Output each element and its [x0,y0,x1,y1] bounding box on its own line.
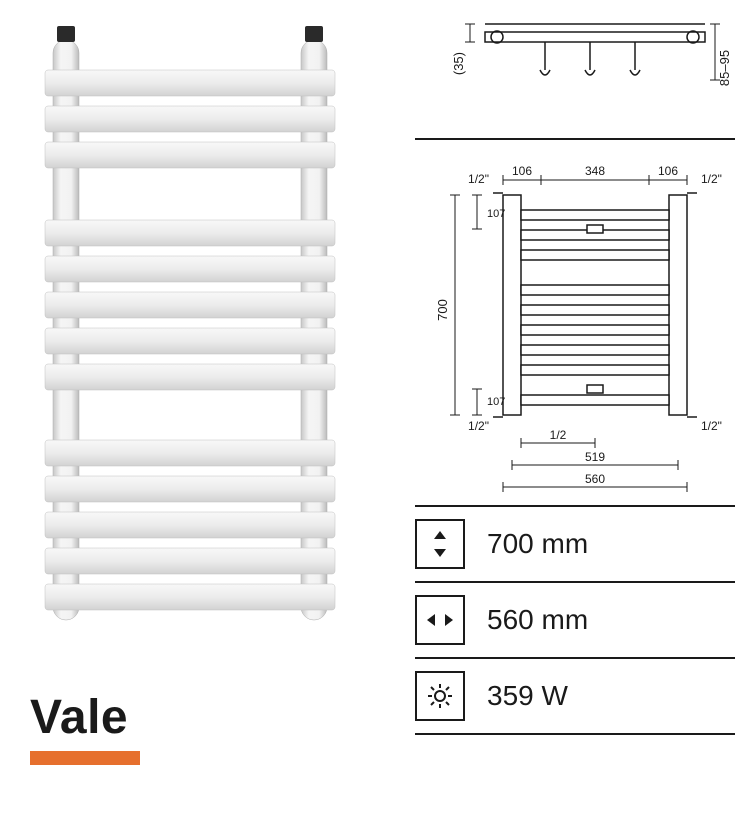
spec-power-row: 359 W [415,657,735,735]
top-seg-right: 106 [658,164,678,178]
top-inlet-left: 1/2" [468,172,489,186]
height-dim: 700 [435,299,450,321]
front-view-drawing: 1/2" 106 348 106 1/2" 700 107 [415,155,735,505]
product-name-block: Vale [30,690,400,765]
bot-inlet-right: 1/2" [701,419,722,433]
divider [415,138,735,140]
side-view-drawing: (35) 85–95 [415,10,735,130]
width-icon [415,595,465,645]
offset-top: 107 [487,208,505,220]
spec-width-value: 560 mm [487,604,588,636]
spec-power-value: 359 W [487,680,568,712]
product-3d-view [35,20,345,640]
bot-half: 1/2 [550,428,567,442]
right-column: (35) 85–95 [400,10,735,816]
left-column: Vale [20,10,400,816]
depth-label: (35) [451,52,466,75]
spec-height-value: 700 mm [487,528,588,560]
top-inlet-right: 1/2" [701,172,722,186]
outer-width: 560 [585,472,605,486]
accent-underline [30,751,140,765]
spec-width-row: 560 mm [415,581,735,657]
power-icon [415,671,465,721]
inner-width: 519 [585,450,605,464]
bot-inlet-left: 1/2" [468,419,489,433]
spec-height-row: 700 mm [415,505,735,581]
top-seg-left: 106 [512,164,532,178]
product-name: Vale [30,690,400,745]
height-icon [415,519,465,569]
top-seg-mid: 348 [585,164,605,178]
wall-clearance-label: 85–95 [717,50,732,86]
offset-bottom: 107 [487,396,505,408]
